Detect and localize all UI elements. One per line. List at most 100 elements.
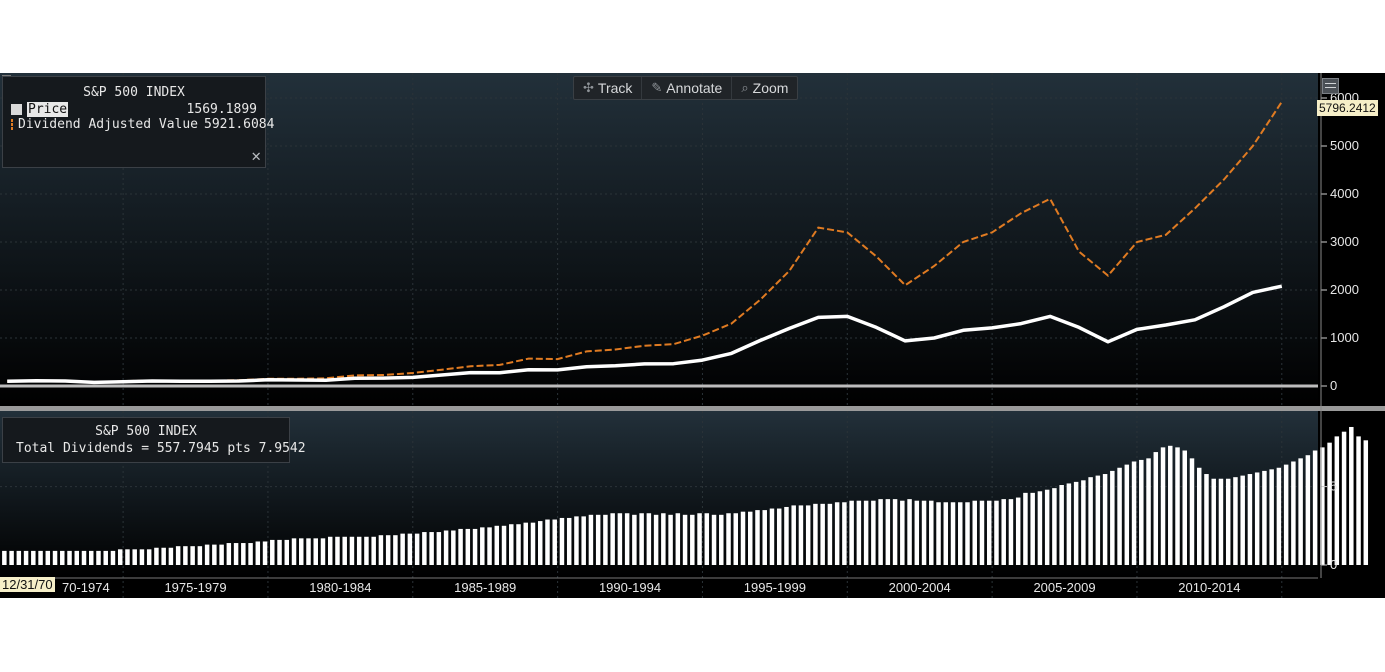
dividend-bar — [1225, 478, 1231, 565]
dividend-bar — [378, 535, 384, 565]
dividend-bar — [827, 503, 833, 565]
dividend-bar — [1131, 461, 1137, 565]
dividend-bar — [755, 510, 760, 565]
dividend-bar — [320, 538, 326, 565]
dividend-bar — [588, 514, 594, 565]
dividend-bar — [1175, 447, 1180, 565]
dividend-bar — [1095, 475, 1101, 565]
dividend-bar — [219, 544, 224, 565]
dividend-bar — [566, 517, 572, 565]
dividend-bar — [1139, 459, 1144, 565]
dividend-bar — [1341, 431, 1347, 565]
dividend-bar — [1233, 477, 1238, 565]
dividend-bar — [1052, 488, 1057, 565]
x-tick-label: 1980-1984 — [309, 580, 371, 595]
dividend-bar — [313, 538, 318, 565]
dividend-bar — [1015, 497, 1021, 565]
dividend-bar — [233, 543, 239, 565]
dividend-bar — [704, 513, 710, 565]
dividend-bar — [697, 513, 702, 565]
dividend-bar — [762, 510, 767, 565]
dividend-bar — [1088, 477, 1093, 565]
legend-row-dividends[interactable]: Total Dividends = 557.7945 pts 7.9542 — [11, 441, 306, 456]
zoom-button[interactable]: ⌕ Zoom — [732, 77, 797, 99]
y-tick-label: 2000 — [1330, 282, 1359, 297]
last-value-tag: 5796.2412 — [1317, 100, 1378, 116]
dividend-bar — [936, 502, 941, 565]
dividend-bar — [842, 502, 847, 565]
dividend-bar — [436, 532, 442, 565]
dividend-bar — [784, 506, 789, 565]
dividend-bar — [516, 524, 521, 565]
dividend-bar — [632, 514, 637, 565]
dividend-bar — [878, 499, 883, 565]
dividend-bar — [262, 541, 268, 565]
dividend-bar — [1124, 464, 1130, 565]
dividend-bar — [103, 550, 108, 565]
dividend-bar — [241, 543, 246, 565]
dividend-bar — [661, 513, 666, 565]
legend-label-dividend-adjusted: Dividend Adjusted Value — [18, 117, 199, 132]
price-zero-line — [0, 384, 1318, 388]
dividend-bar — [581, 516, 586, 565]
dividend-bar — [1146, 458, 1151, 565]
price-line — [7, 284, 1283, 385]
dividend-bar — [414, 533, 420, 565]
dividend-bar — [863, 500, 869, 565]
dividend-bar — [371, 536, 376, 565]
panel-separator — [0, 406, 1385, 411]
chart-settings-icon[interactable] — [1322, 78, 1339, 94]
track-button[interactable]: ✣ Track — [574, 77, 643, 99]
dividend-bar — [856, 500, 862, 565]
dividend-bar — [1240, 475, 1245, 565]
legend-row-price[interactable]: Price 1569.1899 — [11, 102, 257, 117]
legend-value-price: 1569.1899 — [186, 102, 257, 117]
x-tick-label: 2010-2014 — [1178, 580, 1240, 595]
dividend-bar — [327, 536, 333, 565]
dividend-bar — [349, 536, 355, 565]
y-tick-label: 0 — [1330, 557, 1337, 572]
dividend-bar — [226, 543, 232, 565]
dividend-bar — [458, 528, 463, 565]
dividend-bar — [1276, 467, 1282, 565]
dividend-bar — [559, 517, 565, 565]
legend-row-dividend-adjusted[interactable]: Dividend Adjusted Value 5921.6084 — [11, 117, 274, 132]
dividend-bar — [900, 500, 905, 565]
dividend-bar — [1073, 481, 1079, 565]
dividend-bar — [1211, 478, 1216, 565]
dividend-bar — [646, 513, 652, 565]
dividend-bar — [740, 511, 746, 565]
dividend-bar — [675, 513, 681, 565]
dividend-bar — [871, 500, 876, 565]
dividend-bar — [1283, 464, 1289, 565]
x-tick-label: 70-1974 — [62, 580, 110, 595]
dividend-bar — [943, 502, 949, 565]
dividend-bar — [1298, 458, 1303, 565]
dividend-bar — [204, 544, 210, 565]
dividend-bar — [603, 514, 608, 565]
dividend-bar — [748, 511, 753, 565]
price-legend-title: S&P 500 INDEX — [83, 85, 185, 100]
dividend-bar — [595, 514, 601, 565]
annotate-button[interactable]: ✎ Annotate — [642, 77, 733, 99]
dividend-bar — [805, 505, 811, 565]
dividend-bar — [1160, 447, 1166, 565]
dividend-bar — [1218, 478, 1224, 565]
dividend-bar — [255, 541, 261, 565]
dividend-bar — [711, 514, 717, 565]
dividend-bar — [291, 538, 297, 565]
dividend-bar — [501, 525, 507, 565]
dividend-bar — [639, 513, 644, 565]
dividend-bar — [1189, 458, 1195, 565]
dividend-bar — [690, 514, 695, 565]
dividend-bar — [110, 550, 116, 565]
dividend-bar — [400, 533, 405, 565]
dividend-bar — [175, 546, 181, 565]
dividend-bar — [1168, 445, 1173, 565]
dividend-bar — [465, 528, 471, 565]
dividend-bar — [494, 525, 500, 565]
chart-toolbar: ✣ Track ✎ Annotate ⌕ Zoom — [573, 76, 799, 100]
dividend-bar — [212, 544, 217, 565]
close-legend-icon[interactable]: ✕ — [251, 146, 261, 165]
